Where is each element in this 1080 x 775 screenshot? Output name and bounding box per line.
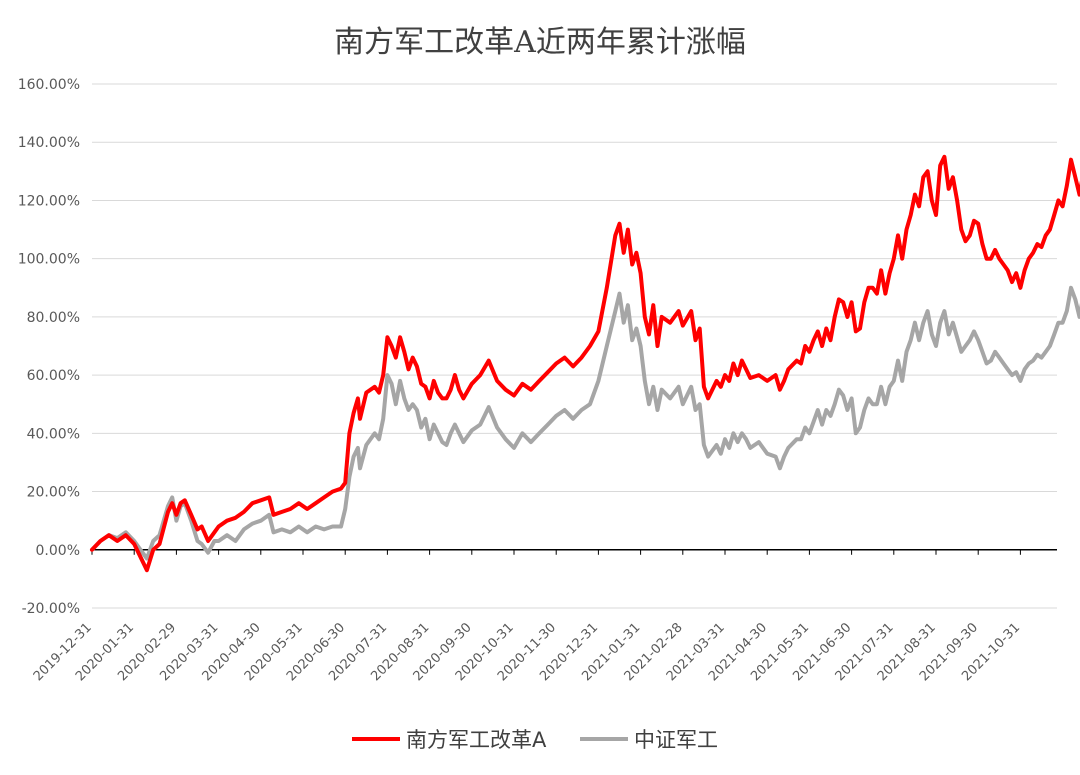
- y-tick-label: 80.00%: [27, 310, 80, 326]
- y-tick-label: 60.00%: [27, 368, 80, 384]
- series-line: [90, 154, 1080, 573]
- y-tick-label: 20.00%: [27, 485, 80, 501]
- x-axis-tick-labels: 2019-12-312020-01-312020-02-292020-03-31…: [31, 620, 1023, 684]
- series-line: [90, 285, 1080, 561]
- chart-title: 南方军工改革A近两年累计涨幅: [334, 25, 746, 60]
- y-tick-label: 100.00%: [18, 252, 80, 268]
- y-tick-label: 140.00%: [18, 135, 80, 151]
- y-tick-label: 0.00%: [36, 543, 80, 559]
- legend-label: 南方军工改革A: [406, 728, 547, 752]
- y-tick-label: -20.00%: [22, 601, 80, 617]
- x-axis: [91, 549, 1057, 555]
- y-tick-label: 120.00%: [18, 193, 80, 209]
- legend: 南方军工改革A 中证军工: [352, 728, 718, 752]
- series-lines: [90, 154, 1080, 573]
- gridlines: [92, 83, 1057, 609]
- y-axis-tick-labels: -20.00% 0.00% 20.00% 40.00% 60.00% 80.00% 100.…: [18, 77, 80, 617]
- y-tick-label: 160.00%: [18, 77, 80, 93]
- legend-label: 中证军工: [634, 728, 718, 752]
- y-tick-label: 40.00%: [27, 426, 80, 442]
